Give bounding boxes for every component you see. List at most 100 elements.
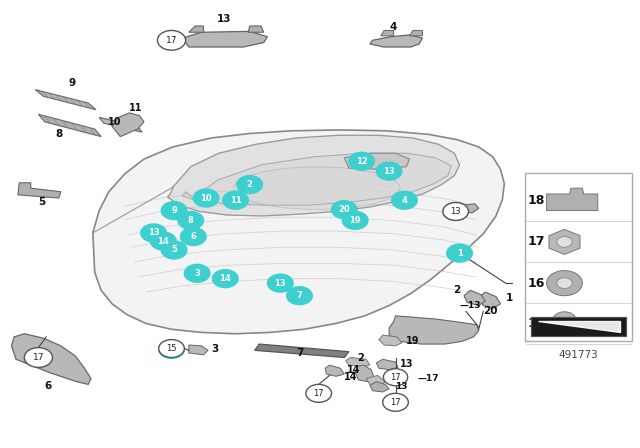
Text: 3: 3	[211, 345, 218, 354]
Text: 20: 20	[339, 205, 350, 214]
Polygon shape	[370, 382, 389, 392]
Polygon shape	[376, 359, 398, 370]
Circle shape	[180, 228, 206, 246]
Text: 9: 9	[172, 206, 177, 215]
Circle shape	[161, 241, 187, 259]
Circle shape	[383, 393, 408, 411]
Circle shape	[141, 224, 166, 242]
Circle shape	[157, 30, 186, 50]
Polygon shape	[189, 345, 208, 355]
Polygon shape	[18, 183, 61, 198]
Text: 13: 13	[396, 382, 408, 391]
Text: 20: 20	[483, 306, 498, 316]
Text: 4: 4	[401, 196, 408, 205]
Text: 7: 7	[296, 348, 303, 358]
Text: 5: 5	[171, 246, 177, 254]
Text: 6: 6	[190, 232, 196, 241]
Text: 5: 5	[38, 198, 45, 207]
Text: 14: 14	[347, 365, 360, 375]
Circle shape	[443, 202, 468, 220]
Bar	[531, 317, 626, 336]
Circle shape	[150, 232, 176, 250]
Text: 17: 17	[390, 398, 401, 407]
Text: 2: 2	[357, 353, 364, 363]
Polygon shape	[479, 292, 500, 308]
Text: 4: 4	[390, 22, 397, 32]
Circle shape	[392, 191, 417, 209]
Circle shape	[223, 191, 248, 209]
Circle shape	[349, 152, 374, 170]
Text: 19: 19	[406, 336, 420, 346]
Polygon shape	[182, 153, 451, 205]
Text: 10: 10	[108, 117, 121, 127]
Circle shape	[557, 278, 572, 289]
Circle shape	[287, 287, 312, 305]
Text: 3: 3	[195, 269, 200, 278]
Text: 8: 8	[55, 129, 63, 139]
Text: 13: 13	[451, 207, 461, 216]
Circle shape	[159, 340, 184, 358]
Text: 17: 17	[166, 36, 177, 45]
Circle shape	[443, 202, 468, 220]
Circle shape	[268, 274, 293, 292]
Text: 10: 10	[200, 194, 212, 202]
Polygon shape	[464, 290, 485, 306]
Polygon shape	[182, 31, 268, 47]
Circle shape	[237, 176, 262, 194]
Bar	[561, 320, 568, 332]
Text: 18: 18	[527, 194, 545, 207]
Polygon shape	[38, 114, 101, 137]
Polygon shape	[255, 344, 349, 358]
Text: 13: 13	[450, 207, 461, 216]
Circle shape	[306, 384, 332, 402]
Text: 13: 13	[275, 279, 286, 288]
Polygon shape	[189, 26, 204, 32]
Polygon shape	[12, 334, 91, 384]
Polygon shape	[35, 90, 96, 110]
Text: 14: 14	[344, 372, 357, 382]
Polygon shape	[168, 135, 460, 216]
Text: 17: 17	[527, 235, 545, 249]
Circle shape	[212, 270, 238, 288]
Circle shape	[376, 162, 402, 180]
Polygon shape	[93, 130, 504, 334]
Polygon shape	[370, 35, 422, 47]
Text: 13: 13	[383, 167, 395, 176]
Circle shape	[24, 348, 52, 367]
Text: 17: 17	[33, 353, 44, 362]
Text: 2: 2	[454, 285, 461, 295]
Polygon shape	[99, 117, 142, 132]
Text: 12: 12	[356, 157, 367, 166]
Text: 11: 11	[230, 196, 241, 205]
Circle shape	[447, 244, 472, 262]
Circle shape	[342, 211, 368, 229]
Circle shape	[553, 312, 576, 328]
Text: —17: —17	[417, 374, 439, 383]
Circle shape	[161, 202, 187, 220]
Polygon shape	[112, 113, 144, 137]
Circle shape	[547, 271, 582, 296]
Polygon shape	[381, 30, 394, 36]
Text: 13: 13	[400, 359, 413, 369]
Polygon shape	[461, 204, 479, 213]
Text: 8: 8	[188, 216, 193, 225]
Text: 16: 16	[527, 276, 545, 290]
Circle shape	[193, 189, 219, 207]
Text: 11: 11	[129, 103, 143, 113]
Circle shape	[184, 264, 210, 282]
Circle shape	[332, 201, 357, 219]
Polygon shape	[248, 26, 264, 32]
Text: 15: 15	[166, 345, 177, 354]
Circle shape	[557, 237, 572, 247]
Bar	[531, 317, 626, 336]
Text: 6: 6	[44, 381, 52, 391]
Polygon shape	[366, 375, 385, 386]
Circle shape	[383, 369, 408, 386]
Text: 1: 1	[506, 293, 513, 303]
Text: 1: 1	[456, 249, 463, 258]
Polygon shape	[344, 153, 410, 169]
Bar	[525, 173, 632, 341]
Polygon shape	[355, 365, 374, 382]
Text: 9: 9	[68, 78, 76, 88]
Circle shape	[178, 211, 204, 229]
